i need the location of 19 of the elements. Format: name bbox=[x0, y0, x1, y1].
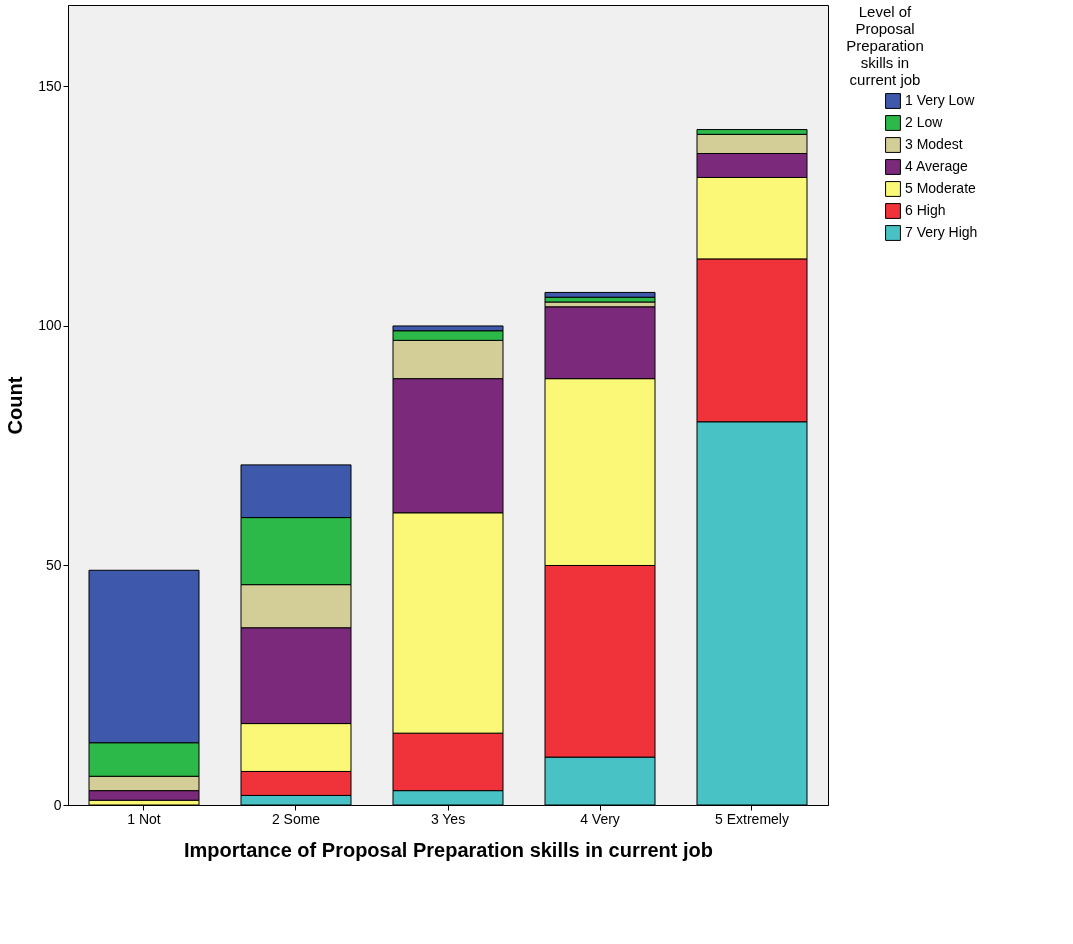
y-tick-label: 150 bbox=[38, 77, 62, 94]
legend-label: 1 Very Low bbox=[905, 92, 976, 108]
y-axis-title: Count bbox=[4, 376, 27, 435]
legend-label: 2 Low bbox=[905, 114, 944, 130]
x-tick-label: 4 Very bbox=[580, 810, 620, 827]
x-tick-label: 2 Some bbox=[271, 810, 321, 827]
y-tick-label: 50 bbox=[45, 556, 62, 573]
legend-label: 6 High bbox=[905, 202, 946, 218]
x-axis-title: Importance of Proposal Preparation skills in current job bbox=[183, 838, 714, 861]
x-tick-label: 3 Yes bbox=[430, 810, 466, 827]
legend-label: 4 Average bbox=[905, 158, 969, 174]
y-tick-label: 100 bbox=[38, 317, 62, 334]
legend-label: 3 Modest bbox=[905, 136, 963, 152]
y-tick-label: 0 bbox=[53, 796, 62, 813]
x-tick-label: 5 Extremely bbox=[715, 810, 789, 827]
x-tick-label: 1 Not bbox=[127, 810, 161, 827]
legend-title: Level of Proposal Preparation skills in current job bbox=[846, 3, 924, 88]
legend-label: 7 Very High bbox=[905, 224, 978, 240]
legend-label: 5 Moderate bbox=[905, 180, 977, 196]
